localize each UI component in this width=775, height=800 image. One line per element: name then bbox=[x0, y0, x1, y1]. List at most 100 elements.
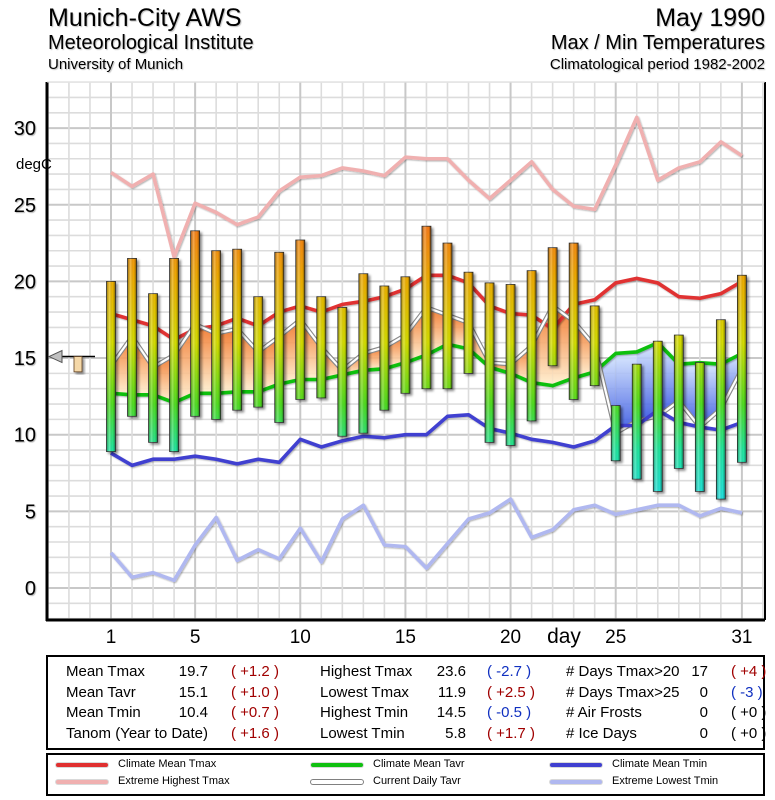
day-bar bbox=[106, 280, 116, 452]
day-bar-shine bbox=[253, 296, 263, 408]
y-tick-label: 15 bbox=[14, 348, 36, 370]
stat-value: 0 bbox=[699, 724, 708, 742]
stat-value: 5.8 bbox=[445, 724, 466, 742]
stat-value: 19.7 bbox=[178, 663, 208, 680]
warm-anomaly-fill bbox=[237, 328, 259, 392]
warm-anomaly-fill bbox=[384, 335, 406, 369]
day-bar bbox=[337, 307, 348, 437]
stat-label: Lowest Tmin bbox=[320, 724, 405, 742]
stat-label: Highest Tmax bbox=[320, 663, 413, 680]
warm-anomaly-fill bbox=[510, 345, 532, 383]
mean-anomaly-bar bbox=[73, 356, 83, 373]
x-tick-label: 15 bbox=[395, 627, 416, 648]
stat-label: # Ice Days bbox=[566, 724, 637, 742]
day-bar-shine bbox=[400, 276, 410, 394]
legend-swatch bbox=[311, 763, 363, 767]
day-bar-shine bbox=[716, 319, 726, 500]
chart-legend: Climate Mean Tmax Extreme Highest Tmax Cli… bbox=[46, 753, 765, 796]
warm-anomaly-fill bbox=[552, 305, 574, 386]
stat-anomaly: ( +0.7 ) bbox=[231, 704, 279, 721]
legend-swatch bbox=[56, 763, 108, 767]
daily-bars bbox=[106, 225, 747, 500]
stat-anomaly: ( +0 ) bbox=[731, 704, 767, 721]
chart-subtitle: Max / Min Temperatures bbox=[550, 32, 765, 54]
stat-label: Mean Tavr bbox=[66, 683, 136, 701]
x-tick-label: 20 bbox=[500, 627, 521, 648]
day-bar bbox=[400, 276, 411, 394]
stat-value: 14.5 bbox=[436, 704, 466, 721]
stat-anomaly: ( +4 ) bbox=[731, 663, 767, 680]
day-bar bbox=[463, 271, 474, 374]
x-axis-title: day bbox=[547, 625, 581, 648]
day-bar bbox=[253, 296, 264, 408]
day-bar-shine bbox=[674, 335, 684, 469]
cold-anomaly-fill bbox=[636, 342, 658, 421]
stat-anomaly: ( +1.6 ) bbox=[231, 724, 279, 742]
stat-label: Mean Tmin bbox=[66, 704, 141, 721]
day-bar-shine bbox=[337, 307, 347, 437]
y-tick-label: 20 bbox=[14, 271, 36, 293]
stat-anomaly: ( +0 ) bbox=[731, 724, 767, 742]
warm-anomaly-fill bbox=[426, 307, 448, 355]
climatological-period: Climatological period 1982-2002 bbox=[549, 56, 765, 73]
day-bar bbox=[358, 273, 369, 434]
day-bar bbox=[148, 293, 158, 443]
day-bar-shine bbox=[442, 243, 452, 389]
day-bar-shine bbox=[485, 282, 495, 443]
x-tick-label: 10 bbox=[290, 627, 311, 648]
day-bar bbox=[526, 270, 537, 422]
stat-value: 10.4 bbox=[178, 704, 208, 721]
stat-label: Tanom (Year to Date) bbox=[66, 724, 209, 742]
day-bar bbox=[316, 296, 327, 399]
day-bar bbox=[274, 251, 285, 423]
legend-label: Current Daily Tavr bbox=[373, 775, 461, 787]
day-bar-shine bbox=[695, 362, 705, 492]
day-bar-shine bbox=[421, 226, 431, 389]
warm-anomaly-fill bbox=[216, 328, 238, 394]
stat-value: 11.9 bbox=[437, 683, 466, 701]
day-bar bbox=[652, 340, 663, 492]
day-bar bbox=[379, 285, 390, 411]
day-bar bbox=[547, 247, 558, 367]
stat-value: 15.1 bbox=[178, 683, 208, 701]
warm-anomaly-fill bbox=[132, 336, 154, 395]
day-bar-shine bbox=[211, 250, 221, 420]
y-tick-label: 5 bbox=[25, 501, 36, 523]
day-bar bbox=[694, 362, 705, 492]
day-bar-shine bbox=[590, 305, 600, 386]
day-bar bbox=[295, 239, 306, 400]
mean-arrow-icon bbox=[47, 349, 63, 364]
stat-value: 0 bbox=[699, 683, 708, 701]
day-bar-shine bbox=[148, 293, 158, 443]
statistics-panel: Mean Tmax 19.7 ( +1.2 ) Mean Tavr 15.1 ( +1.0… bbox=[46, 655, 767, 750]
university-name: University of Munich bbox=[48, 56, 184, 73]
legend-swatch bbox=[56, 780, 108, 784]
y-tick-label: 25 bbox=[14, 195, 36, 217]
day-bar-shine bbox=[232, 249, 242, 411]
cold-anomaly-fill bbox=[678, 362, 700, 428]
month-title: May 1990 bbox=[655, 4, 765, 32]
day-bar bbox=[505, 284, 516, 446]
stat-label: Highest Tmin bbox=[320, 704, 409, 721]
day-bar-shine bbox=[548, 247, 558, 366]
stat-anomaly: ( +1.7 ) bbox=[487, 724, 535, 742]
day-bar bbox=[737, 274, 747, 463]
day-bar bbox=[610, 405, 621, 462]
legend-swatch bbox=[550, 780, 602, 784]
x-tick-label: 25 bbox=[605, 627, 626, 648]
day-bar-shine bbox=[169, 258, 179, 452]
day-bar bbox=[589, 305, 600, 387]
stat-label: # Days Tmax>20 bbox=[566, 663, 680, 680]
day-bar bbox=[169, 258, 179, 452]
day-bar-shine bbox=[106, 281, 116, 452]
legend-label: Extreme Lowest Tmin bbox=[612, 775, 719, 787]
stat-anomaly: ( -2.7 ) bbox=[487, 663, 532, 680]
y-tick-label: 10 bbox=[14, 425, 36, 447]
day-bar bbox=[568, 242, 579, 400]
y-axis-labels: 0 5 10 15 20 25 30 bbox=[14, 118, 36, 600]
warm-anomaly-fill bbox=[279, 319, 301, 385]
extreme-highest-tmax-line bbox=[110, 115, 743, 259]
day-bar-shine bbox=[569, 243, 579, 400]
extreme-lowest-tmin-line bbox=[109, 497, 743, 583]
